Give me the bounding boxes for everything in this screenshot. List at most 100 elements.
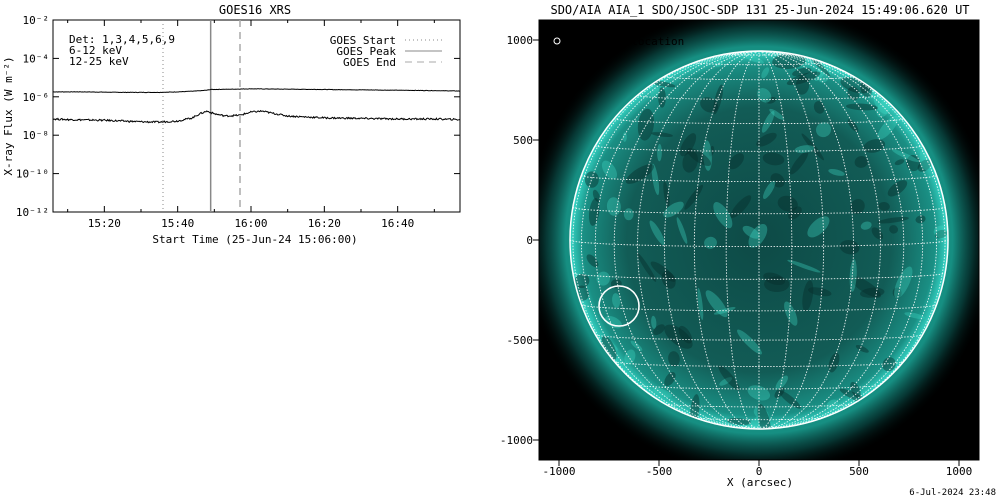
- disk-feature: [584, 171, 599, 188]
- goes-y-tick-label: 10⁻⁴: [23, 52, 50, 65]
- disk-feature: [742, 225, 760, 239]
- grid-longitude-line: [613, 51, 760, 429]
- disk-feature: [894, 159, 905, 166]
- disk-feature: [684, 184, 704, 210]
- aia-x-tick-label: -500: [646, 465, 673, 478]
- disk-feature: [664, 372, 676, 387]
- disk-feature: [786, 71, 821, 86]
- disk-feature: [622, 132, 627, 142]
- goes-y-tick-label: 10⁻¹⁰: [16, 168, 49, 181]
- aia-x-label: X (arcsec): [727, 476, 793, 489]
- disk-feature: [778, 390, 801, 409]
- disk-feature: [894, 266, 913, 299]
- aia-y-axis: 1000 500 0 -500 -1000: [500, 34, 539, 447]
- grid-longitude-line: [725, 51, 760, 429]
- disk-feature: [807, 216, 830, 238]
- grid-latitude-line: [725, 53, 793, 56]
- aia-x-tick-label: 1000: [946, 465, 973, 478]
- disk-feature: [651, 163, 660, 196]
- disk-feature: [762, 152, 785, 166]
- grid-longitude-line: [758, 51, 905, 429]
- grid-longitude-line: [580, 51, 760, 429]
- disk-feature: [748, 223, 768, 248]
- aia-legend-text: AIA flare location: [565, 35, 684, 48]
- aia-y-tick-label: 1000: [507, 34, 534, 47]
- goes-title: GOES16 XRS: [219, 3, 291, 17]
- disk-feature: [761, 67, 770, 79]
- disk-feature: [703, 140, 712, 171]
- disk-feature: [763, 272, 785, 286]
- disk-feature: [892, 149, 919, 163]
- disk-feature: [762, 180, 776, 200]
- disk-feature: [839, 240, 860, 255]
- grid-latitude-line: [572, 272, 946, 280]
- disk-feature: [915, 215, 926, 224]
- solar-limb: [569, 50, 949, 430]
- goes-plot-frame: [52, 19, 461, 213]
- aia-legend-marker: [553, 37, 561, 45]
- disk-feature: [601, 160, 618, 180]
- disk-feature: [802, 280, 814, 312]
- disk-feature: [784, 301, 798, 326]
- goes-y-tick-label: 10⁻²: [23, 14, 50, 27]
- grid-longitude-line: [758, 51, 924, 429]
- disk-feature: [637, 108, 655, 141]
- disk-feature: [854, 156, 868, 168]
- disk-feature: [705, 290, 728, 318]
- disk-feature: [855, 345, 869, 353]
- disk-feature: [889, 225, 899, 234]
- goes-series-line: [53, 109, 460, 124]
- grid-longitude-line: [637, 51, 760, 429]
- goes-series-line: [53, 88, 460, 94]
- grid-latitude-line: [664, 76, 854, 81]
- goes-x-tick-label: 16:00: [234, 217, 267, 230]
- disk-feature: [682, 150, 698, 173]
- disk-feature: [801, 133, 825, 161]
- aia-panel: SDO/AIA AIA_1 SDO/JSOC-SDP 131 25-Jun-20…: [500, 3, 980, 489]
- grid-latitude-line: [570, 239, 948, 248]
- disk-feature: [756, 132, 777, 147]
- goes-x-axis: 15:20 15:40 16:00 16:20 16:40: [67, 20, 435, 230]
- disk-feature: [761, 111, 775, 133]
- disk-feature: [625, 164, 654, 184]
- goes-channel-label-12-25: 12-25 keV: [69, 55, 129, 68]
- disk-feature: [649, 220, 665, 246]
- disk-feature: [769, 108, 784, 120]
- disk-feature: [730, 195, 752, 218]
- disk-feature: [789, 151, 809, 175]
- disk-feature: [859, 287, 885, 298]
- disk-feature: [828, 169, 845, 176]
- goes-x-tick-label: 15:40: [161, 217, 194, 230]
- disk-feature: [728, 153, 745, 170]
- goes-x-tick-label: 16:20: [308, 217, 341, 230]
- disk-feature: [713, 202, 733, 229]
- disk-feature: [653, 324, 665, 336]
- disk-feature: [678, 325, 693, 344]
- aia-x-tick-label: 0: [756, 465, 763, 478]
- disk-feature: [680, 133, 697, 157]
- disk-feature: [849, 259, 857, 292]
- disk-feature: [664, 324, 693, 349]
- disk-feature: [697, 287, 704, 321]
- disk-feature: [850, 198, 865, 215]
- disk-feature: [777, 195, 798, 212]
- goes-legend-label: GOES Peak: [336, 45, 396, 58]
- aia-x-axis: -1000 -500 0 500 1000: [542, 460, 972, 478]
- disk-feature: [661, 271, 676, 289]
- goes-y-label: X-ray Flux (W m⁻²): [2, 56, 15, 175]
- disk-feature: [850, 381, 861, 398]
- grid-longitude-line: [758, 51, 854, 429]
- disk-feature: [877, 216, 909, 224]
- grid-latitude-line: [693, 62, 825, 66]
- grid-latitude-line: [614, 361, 904, 367]
- disk-feature: [882, 357, 896, 372]
- goes-x-label: Start Time (25-Jun-24 15:06:00): [152, 233, 357, 246]
- disk-feature: [845, 103, 879, 111]
- goes-event-lines: [162, 20, 241, 212]
- aia-y-tick-label: -500: [507, 334, 534, 347]
- disk-feature: [753, 407, 769, 420]
- disk-feature: [795, 75, 810, 95]
- grid-longitude-line: [693, 51, 760, 429]
- disk-feature: [815, 122, 832, 138]
